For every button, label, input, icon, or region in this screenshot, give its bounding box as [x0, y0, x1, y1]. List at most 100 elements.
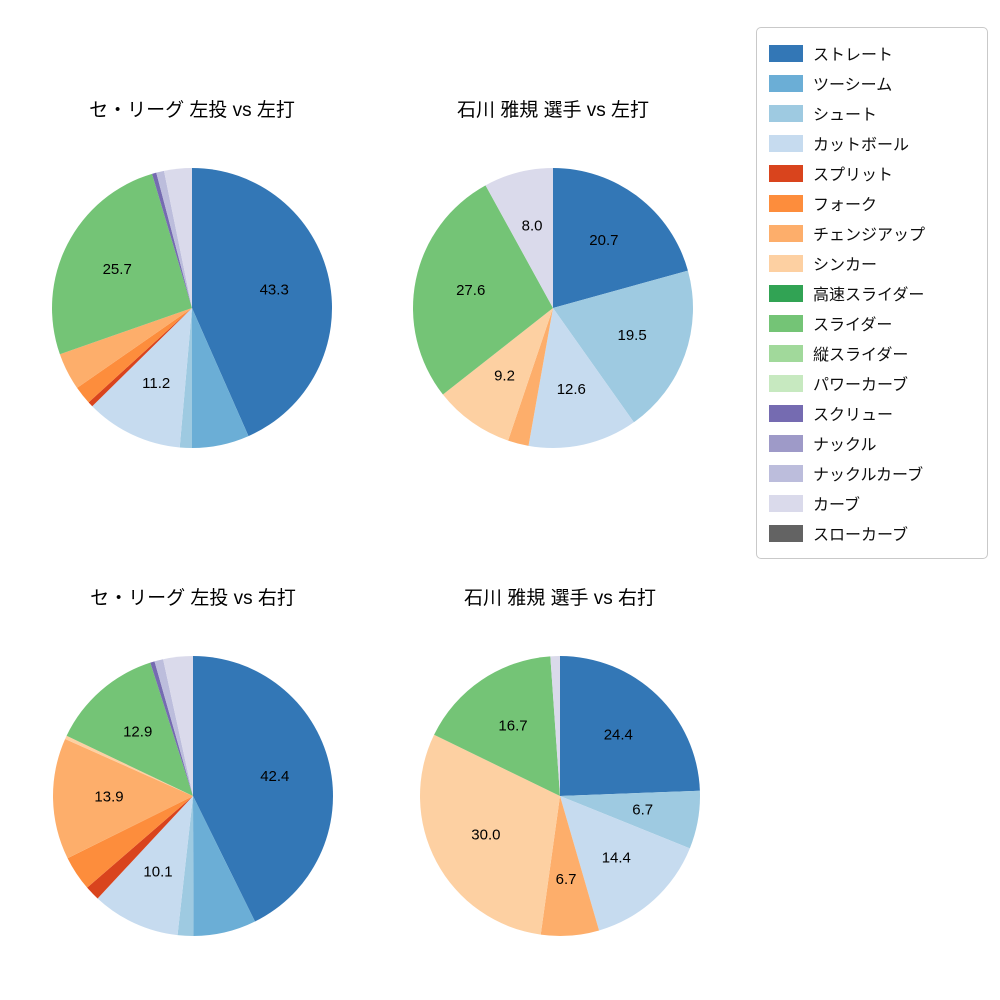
- legend-swatch: [769, 104, 803, 122]
- legend-item-フォーク: フォーク: [769, 188, 975, 218]
- legend-item-スローカーブ: スローカーブ: [769, 518, 975, 548]
- pie-value-label: 16.7: [498, 717, 527, 734]
- legend-label: ツーシーム: [813, 77, 893, 94]
- legend: ストレートツーシームシュートカットボール スプリットフォークチェンジアップ シンカー…: [756, 27, 988, 559]
- legend-swatch: [769, 194, 803, 212]
- chart-title: セ・リーグ 左投 vs 右打: [90, 588, 296, 609]
- pie-slice-シンカー: [65, 735, 193, 796]
- legend-swatch: [769, 494, 803, 512]
- pie-slice-チェンジアップ: [540, 796, 600, 936]
- pie-slice-ツーシーム: [192, 308, 249, 448]
- pie-slice-カットボール: [97, 796, 193, 936]
- pie-slice-カーブ: [550, 656, 560, 796]
- pie-value-label: 25.7: [103, 261, 132, 278]
- legend-item-ツーシーム: ツーシーム: [769, 68, 975, 98]
- pie-chart-league-vs-left: セ・リーグ 左投 vs 左打 43.3 11.2 25.7: [42, 96, 342, 458]
- legend-swatch: [769, 74, 803, 92]
- legend-item-ナックル: ナックル: [769, 428, 975, 458]
- pie-slice-スライダー: [413, 185, 553, 395]
- pie-value-label: 24.4: [604, 726, 633, 743]
- legend-swatch: [769, 374, 803, 392]
- pie-slice-チェンジアップ: [59, 308, 193, 388]
- legend-swatch: [769, 434, 803, 452]
- chart-title: セ・リーグ 左投 vs 左打: [89, 100, 295, 121]
- pie-slice-ナックルカーブ: [156, 170, 192, 308]
- pie-slice-スライダー: [52, 173, 192, 355]
- pie-slice-ストレート: [192, 168, 333, 437]
- pie-slice-ストレート: [560, 656, 700, 796]
- legend-label: 縦スライダー: [813, 347, 909, 364]
- pie-slice-シンカー: [419, 734, 560, 935]
- pie-slice-スライダー: [434, 656, 560, 796]
- pie-slice-シュート: [179, 308, 192, 448]
- pie-value-label: 30.0: [471, 826, 500, 843]
- legend-swatch: [769, 284, 803, 302]
- legend-label: シュート: [813, 107, 878, 124]
- pie-slice-ツーシーム: [193, 796, 255, 936]
- legend-item-高速スライダー: 高速スライダー: [769, 278, 975, 308]
- pie-slice-カーブ: [485, 168, 553, 308]
- legend-label: スローカーブ: [813, 527, 909, 544]
- legend-swatch: [769, 404, 803, 422]
- legend-label: ナックル: [813, 437, 877, 454]
- pie-value-label: 12.6: [557, 381, 586, 398]
- pie-slice-フォーク: [77, 308, 192, 403]
- pie-slice-スクリュー: [152, 172, 192, 308]
- pie-svg-league-vs-right: 42.4 10.1 13.9 12.9: [52, 656, 334, 937]
- legend-label: フォーク: [813, 197, 878, 214]
- legend-item-シュート: シュート: [769, 98, 975, 128]
- pie-value-label: 8.0: [522, 218, 543, 235]
- pie-slice-カーブ: [163, 168, 192, 308]
- legend-swatch: [769, 464, 803, 482]
- legend-swatch: [769, 344, 803, 362]
- legend-swatch: [769, 134, 803, 152]
- pie-slice-カットボール: [528, 308, 634, 449]
- legend-item-スクリュー: スクリュー: [769, 398, 975, 428]
- pie-value-label: 14.4: [602, 849, 631, 866]
- legend-label: ストレート: [813, 47, 894, 64]
- pie-svg-ishikawa-vs-right: 24.4 6.7 14.4 6.7 30.0 16.7: [419, 656, 700, 936]
- pie-value-label: 13.9: [94, 789, 123, 806]
- pie-value-label: 12.9: [123, 724, 152, 741]
- legend-label: スクリュー: [813, 407, 894, 424]
- pie-chart-ishikawa-vs-left: 石川 雅規 選手 vs 左打 20.7 19.5 12.6 9.2 27.6 8.0: [403, 96, 703, 458]
- legend-swatch: [769, 254, 803, 272]
- legend-label: ナックルカーブ: [813, 467, 924, 484]
- pie-slice-スライダー: [66, 662, 193, 796]
- pie-slice-シュート: [177, 796, 194, 937]
- legend-label: カーブ: [813, 497, 861, 514]
- pie-value-label: 27.6: [456, 282, 485, 299]
- pie-value-label: 11.2: [142, 375, 170, 392]
- pie-value-label: 6.7: [632, 801, 653, 818]
- legend-label: カットボール: [813, 137, 910, 154]
- legend-swatch: [769, 224, 803, 242]
- legend-item-シンカー: シンカー: [769, 248, 975, 278]
- legend-item-チェンジアップ: チェンジアップ: [769, 218, 975, 248]
- legend-swatch: [769, 524, 803, 542]
- pie-value-label: 9.2: [494, 368, 515, 385]
- pie-slice-スプリット: [87, 796, 193, 899]
- legend-label: 高速スライダー: [813, 287, 925, 304]
- pie-slice-シュート: [560, 790, 700, 849]
- pie-slice-カットボール: [560, 796, 690, 931]
- pie-svg-league-vs-left: 43.3 11.2 25.7: [52, 168, 333, 448]
- legend-item-スプリット: スプリット: [769, 158, 975, 188]
- legend-swatch: [769, 44, 803, 62]
- pie-slice-チェンジアップ: [52, 739, 194, 859]
- pie-value-label: 19.5: [617, 327, 646, 344]
- legend-item-カットボール: カットボール: [769, 128, 975, 158]
- legend-label: スプリット: [813, 167, 894, 184]
- pie-slice-ナックルカーブ: [154, 659, 193, 796]
- legend-item-ストレート: ストレート: [769, 38, 975, 68]
- pie-svg-ishikawa-vs-left: 20.7 19.5 12.6 9.2 27.6 8.0: [413, 168, 694, 449]
- pie-slice-チェンジアップ: [508, 308, 553, 446]
- legend-item-縦スライダー: 縦スライダー: [769, 338, 975, 368]
- pie-slice-フォーク: [67, 796, 193, 888]
- pie-slice-カーブ: [163, 656, 193, 796]
- pie-value-label: 10.1: [143, 863, 172, 880]
- pie-slice-ストレート: [193, 656, 334, 922]
- pie-slice-シュート: [553, 270, 694, 423]
- chart-title: 石川 雅規 選手 vs 右打: [463, 588, 657, 609]
- pie-slice-ストレート: [553, 168, 688, 308]
